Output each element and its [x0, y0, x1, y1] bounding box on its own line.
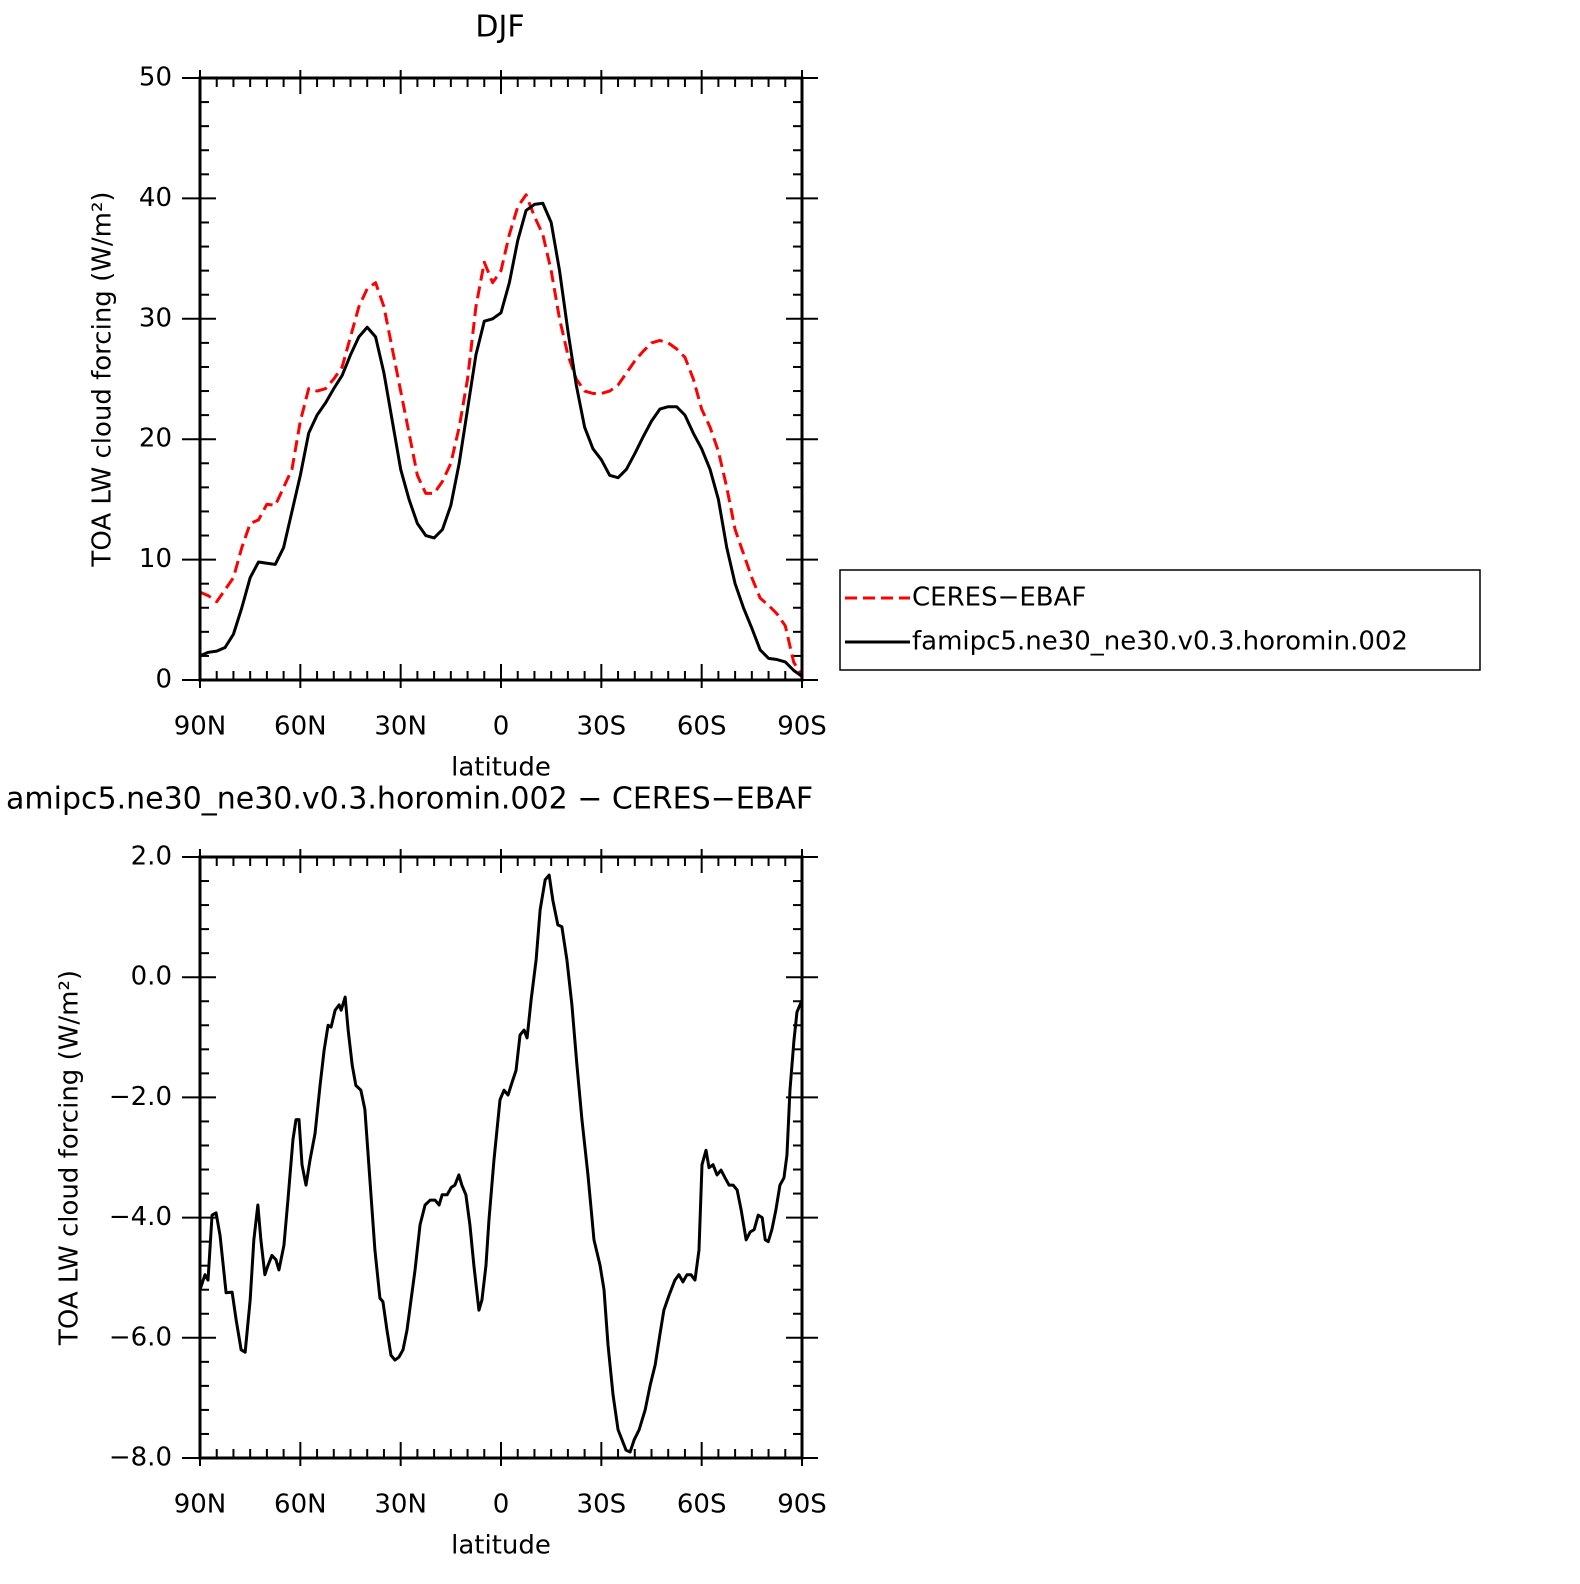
x-tick-label: 90S [777, 1490, 827, 1520]
x-tick-label: 60N [274, 712, 327, 742]
x-axis-label: latitude [451, 1531, 551, 1561]
x-tick-label: 30N [374, 712, 427, 742]
x-tick-label: 90N [174, 1490, 227, 1520]
data-line [199, 193, 804, 678]
x-tick-label: 30S [577, 712, 627, 742]
chart-title: amipc5.ne30_ne30.v0.3.horomin.002 − CERE… [6, 782, 813, 817]
y-tick-label: −6.0 [109, 1322, 172, 1352]
y-tick-label: 20 [139, 424, 172, 454]
x-axis-label: latitude [451, 753, 551, 783]
y-tick-label: 0.0 [131, 962, 172, 992]
y-tick-label: −8.0 [109, 1443, 172, 1473]
x-tick-label: 60S [677, 1490, 727, 1520]
legend-label: famipc5.ne30_ne30.v0.3.horomin.002 [912, 627, 1408, 657]
y-tick-label: 0 [155, 665, 172, 695]
x-tick-label: 30N [374, 1490, 427, 1520]
y-tick-label: 10 [139, 544, 172, 574]
y-tick-label: −2.0 [109, 1082, 172, 1112]
x-tick-label: 60N [274, 1490, 327, 1520]
plot-frame [198, 76, 804, 682]
x-tick-label: 30S [577, 1490, 627, 1520]
legend-box [839, 569, 1481, 671]
y-tick-label: 30 [139, 303, 172, 333]
legend-label: CERES−EBAF [912, 583, 1086, 613]
y-axis-label: TOA LW cloud forcing (W/m²) [88, 191, 118, 567]
x-tick-label: 0 [493, 1490, 510, 1520]
y-tick-label: −4.0 [109, 1202, 172, 1232]
data-line [198, 873, 804, 1454]
y-tick-label: 50 [139, 63, 172, 93]
x-tick-label: 90S [777, 712, 827, 742]
x-tick-label: 60S [677, 712, 727, 742]
y-axis-label: TOA LW cloud forcing (W/m²) [55, 970, 85, 1346]
y-tick-label: 2.0 [131, 842, 172, 872]
plot-frame [198, 855, 804, 1460]
chart-title: DJF [475, 10, 524, 45]
data-line [199, 201, 803, 678]
y-tick-label: 40 [139, 183, 172, 213]
x-tick-label: 90N [174, 712, 227, 742]
x-tick-label: 0 [493, 712, 510, 742]
